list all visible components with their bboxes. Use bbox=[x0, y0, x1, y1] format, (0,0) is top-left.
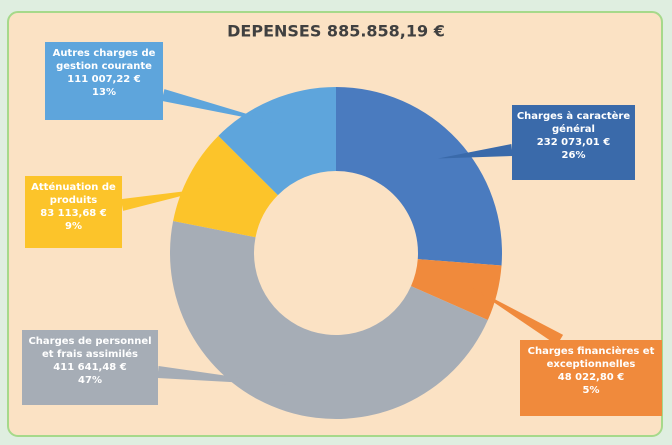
category-label: Charges à caractère général bbox=[516, 111, 631, 135]
chart-title: DEPENSES 885.858,19 € bbox=[227, 22, 445, 41]
donut-slice bbox=[336, 87, 502, 266]
card bbox=[7, 11, 663, 437]
data-label: Charges à caractère général 232 073,01 € 2… bbox=[512, 105, 635, 180]
donut-slice bbox=[173, 135, 278, 238]
share-label: 26% bbox=[561, 150, 586, 161]
data-label: Charges financières et exceptionnelles 48… bbox=[520, 340, 662, 416]
category-label: Charges financières et exceptionnelles bbox=[527, 346, 655, 370]
data-label: Autres charges de gestion courante 111 00… bbox=[45, 42, 163, 120]
leader bbox=[157, 366, 295, 386]
share-label: 47% bbox=[78, 375, 102, 386]
category-label: Atténuation de produits bbox=[31, 182, 116, 206]
share-label: 13% bbox=[92, 87, 116, 98]
donut-slice bbox=[218, 87, 336, 196]
value-label: 111 007,22 € bbox=[67, 74, 141, 85]
data-label: Charges de personnel et frais assimilés 4… bbox=[22, 330, 158, 405]
share-label: 9% bbox=[65, 221, 82, 232]
leader bbox=[120, 187, 214, 211]
value-label: 83 113,68 € bbox=[40, 208, 107, 219]
leader bbox=[470, 286, 564, 346]
leader bbox=[437, 144, 513, 159]
value-label: 48 022,80 € bbox=[557, 372, 625, 383]
donut-slice bbox=[170, 221, 488, 419]
value-label: 411 641,48 € bbox=[53, 362, 127, 373]
category-label: Autres charges de gestion courante bbox=[52, 48, 156, 72]
value-label: 232 073,01 € bbox=[536, 137, 611, 148]
donut-slice bbox=[411, 259, 502, 321]
share-label: 5% bbox=[582, 385, 600, 396]
data-label: Atténuation de produits 83 113,68 € 9% bbox=[25, 176, 122, 248]
category-label: Charges de personnel et frais assimilés bbox=[28, 336, 152, 360]
leader bbox=[161, 89, 283, 125]
